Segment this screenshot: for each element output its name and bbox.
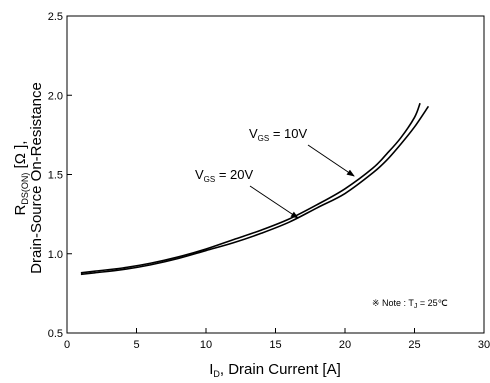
series-arrow-vgs-10v xyxy=(307,144,355,177)
x-tick-label: 5 xyxy=(133,339,139,351)
temperature-note: ※ Note : TJ = 25℃ xyxy=(372,298,448,310)
y-tick-label: 2.5 xyxy=(48,11,63,23)
y-axis-title-line2: Drain-Source On-Resistance xyxy=(28,82,45,274)
series-arrow-vgs-20v xyxy=(249,185,299,219)
x-axis-title: ID, Drain Current [A] xyxy=(209,361,341,379)
series-line-vgs-20v xyxy=(80,105,430,276)
plot-frame xyxy=(66,15,485,334)
x-tick-label: 10 xyxy=(200,339,212,351)
series-label-vgs-10v: VGS = 10V xyxy=(249,126,308,143)
series-line-vgs-10v xyxy=(80,102,421,274)
y-tick-label: 1.5 xyxy=(48,170,63,182)
series-label-vgs-20v: VGS = 20V xyxy=(195,167,254,184)
x-tick-label: 30 xyxy=(478,339,490,351)
x-tick-label: 25 xyxy=(408,339,420,351)
y-tick-label: 0.5 xyxy=(48,328,63,340)
x-tick-label: 0 xyxy=(64,339,70,351)
y-tick-label: 1.0 xyxy=(48,249,63,261)
x-tick-label: 15 xyxy=(269,339,281,351)
y-axis-title-line1: RDS(ON) [Ω ], xyxy=(12,141,30,216)
y-tick-label: 2.0 xyxy=(48,90,63,102)
x-tick-label: 20 xyxy=(339,339,351,351)
